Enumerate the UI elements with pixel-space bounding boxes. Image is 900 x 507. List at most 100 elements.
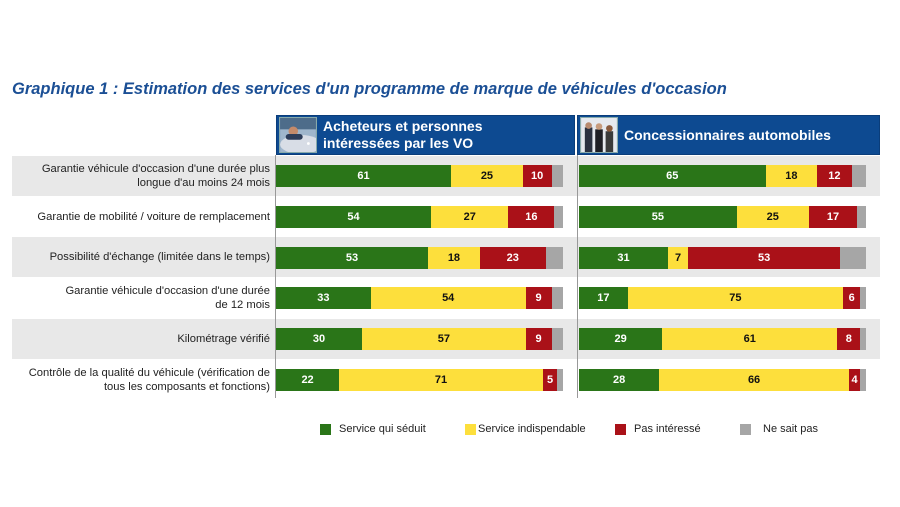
- data-label: 4: [851, 373, 858, 386]
- data-label: 57: [437, 333, 450, 346]
- bar-segment-ne_sait_pas: [545, 246, 563, 269]
- panel-header-text: Concessionnaires automobiles: [624, 127, 831, 144]
- legend-label: Service indispendable: [478, 423, 586, 435]
- data-label: 18: [785, 170, 798, 183]
- category-label-line: Garantie de mobilité / voiture de rempla…: [37, 210, 270, 223]
- category-label: Contrôle de la qualité du véhicule (véri…: [12, 360, 270, 400]
- panel-header-line: Concessionnaires automobiles: [624, 126, 831, 143]
- category-label-line: Possibilité d'échange (limitée dans le t…: [49, 251, 270, 264]
- bar-segment-ne_sait_pas: [557, 368, 563, 391]
- data-label: 27: [463, 211, 476, 224]
- bar-segment-seduit: 31: [579, 246, 668, 269]
- data-label: 61: [743, 333, 756, 346]
- data-label: 17: [826, 211, 840, 224]
- category-label-line: Kilométrage vérifié: [177, 332, 270, 345]
- data-label: 5: [547, 373, 554, 386]
- bar-segment-ne_sait_pas: [860, 287, 866, 310]
- dealers-photo-icon: [580, 117, 618, 153]
- data-label: 65: [666, 170, 679, 183]
- bar-segment-seduit: 54: [276, 206, 431, 229]
- data-label: 10: [531, 170, 544, 183]
- bar-segment-pas_interesse: 9: [525, 287, 552, 310]
- data-label: 66: [747, 373, 761, 386]
- bar-segment-seduit: 65: [579, 165, 766, 188]
- bar-segment-ne_sait_pas: [860, 328, 866, 351]
- data-label: 28: [613, 373, 626, 386]
- bar-segment-indispensable: 54: [370, 287, 526, 310]
- bar-segment-ne_sait_pas: [551, 328, 563, 351]
- data-label: 8: [845, 333, 852, 346]
- category-label-line: Garantie véhicule d'occasion d'une durée…: [41, 163, 270, 175]
- bar-segment-ne_sait_pas: [860, 368, 866, 391]
- bar-segment-pas_interesse: 17: [808, 206, 858, 229]
- data-label: 25: [766, 211, 779, 224]
- bar-segment-seduit: 33: [276, 287, 371, 310]
- data-label: 9: [535, 333, 542, 346]
- bar-segment-seduit: 30: [276, 328, 363, 351]
- data-label: 33: [317, 292, 330, 305]
- data-label: 53: [345, 251, 359, 264]
- data-label: 16: [525, 211, 538, 224]
- bar-segment-seduit: 53: [276, 246, 429, 269]
- bar-segment-ne_sait_pas: [551, 165, 563, 188]
- data-label: 6: [848, 292, 855, 305]
- category-label-line: tous les composants et fonctions): [103, 380, 270, 393]
- bar-segment-ne_sait_pas: [840, 246, 866, 269]
- data-label: 53: [757, 251, 771, 264]
- legend-item-seduit: Service qui séduit: [320, 423, 426, 435]
- data-label: 71: [434, 373, 448, 386]
- bar-segment-pas_interesse: 10: [522, 165, 552, 188]
- chart-title: Graphique 1 : Estimation des services d'…: [12, 80, 727, 98]
- legend-label: Service qui séduit: [339, 423, 426, 435]
- bar-segment-seduit: 17: [579, 287, 628, 310]
- bar-segment-pas_interesse: 9: [525, 328, 552, 351]
- bar-segment-ne_sait_pas: [554, 206, 563, 229]
- data-label: 18: [447, 251, 461, 264]
- bar-segment-seduit: 28: [579, 368, 660, 391]
- bar-segment-indispensable: 18: [765, 165, 818, 188]
- data-label: 25: [480, 170, 494, 183]
- category-label: Kilométrage vérifié: [12, 319, 270, 359]
- data-label: 23: [506, 251, 519, 264]
- category-label: Possibilité d'échange (limitée dans le t…: [12, 237, 270, 277]
- legend-item-pas-interesse: Pas intéressé: [615, 423, 701, 435]
- bar-segment-indispensable: 75: [627, 287, 844, 310]
- bar-segment-seduit: 22: [276, 368, 340, 391]
- bar-segment-indispensable: 71: [339, 368, 543, 391]
- data-label: 54: [442, 292, 455, 305]
- category-label-line: longue d'au moins 24 mois: [137, 177, 270, 189]
- data-label: 75: [729, 292, 742, 305]
- data-label: 61: [357, 170, 370, 183]
- category-label-line: de 12 mois: [215, 299, 270, 312]
- bar-segment-ne_sait_pas: [851, 165, 866, 188]
- data-label: 9: [535, 292, 542, 305]
- car-buyer-photo-icon: [279, 117, 317, 153]
- bar-segment-seduit: 29: [579, 328, 663, 351]
- bar-segment-pas_interesse: 16: [508, 206, 555, 229]
- bar-segment-indispensable: 25: [736, 206, 809, 229]
- bar-segment-pas_interesse: 4: [848, 368, 861, 391]
- panel-divider-right: [577, 155, 578, 398]
- bar-segment-pas_interesse: 12: [817, 165, 852, 188]
- category-label-line: Garantie véhicule d'occasion d'une durée: [65, 285, 270, 298]
- bar-segment-indispensable: 7: [667, 246, 689, 269]
- panel-divider-left: [275, 155, 276, 398]
- bar-segment-indispensable: 27: [430, 206, 509, 229]
- data-label: 30: [312, 333, 326, 346]
- bar-segment-indispensable: 57: [362, 328, 526, 351]
- data-label: 54: [347, 211, 360, 224]
- legend-label: Ne sait pas: [763, 423, 819, 435]
- legend-item-ne-sait-pas: Ne sait pas: [740, 423, 818, 435]
- bar-segment-indispensable: 66: [659, 368, 849, 391]
- panel-header-buyers: Acheteurs et personnes intéressées par le…: [276, 115, 575, 155]
- panel-header-text: Acheteurs et personnes intéressées par le…: [323, 118, 483, 152]
- bar-segment-pas_interesse: 5: [542, 368, 558, 391]
- panel-header-line: Acheteurs et personnes: [323, 118, 483, 134]
- bar-segment-indispensable: 61: [662, 328, 838, 351]
- data-label: 55: [651, 211, 665, 224]
- bar-segment-pas_interesse: 23: [479, 246, 546, 269]
- bar-segment-seduit: 61: [276, 165, 452, 188]
- bar-segment-indispensable: 25: [451, 165, 523, 188]
- category-label: Garantie véhicule d'occasion d'une durée…: [12, 156, 270, 196]
- data-label: 22: [301, 373, 314, 386]
